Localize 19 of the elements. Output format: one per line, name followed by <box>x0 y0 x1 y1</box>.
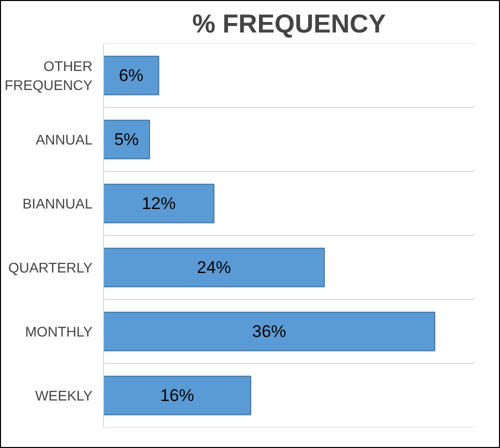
bar <box>104 120 150 160</box>
bar <box>104 312 436 352</box>
bar <box>104 56 160 96</box>
data-label: 5% <box>114 130 139 149</box>
data-label: 12% <box>142 194 176 213</box>
bar <box>104 376 252 416</box>
y-tick-label: MONTHLY <box>25 324 94 340</box>
y-tick-label: WEEKLY <box>35 388 94 404</box>
y-tick-label: ANNUAL <box>36 132 93 148</box>
data-label: 16% <box>160 386 194 405</box>
data-label: 36% <box>252 322 286 341</box>
bar <box>104 184 214 224</box>
bar <box>104 248 325 288</box>
y-tick-label: QUARTERLY <box>8 260 94 276</box>
y-tick-label: BIANNUAL <box>22 196 93 212</box>
chart-title: % FREQUENCY <box>192 8 386 38</box>
data-label: 24% <box>196 258 231 277</box>
data-label: 6% <box>118 66 144 85</box>
y-tick-label: OTHER FREQUENCY <box>4 58 94 94</box>
